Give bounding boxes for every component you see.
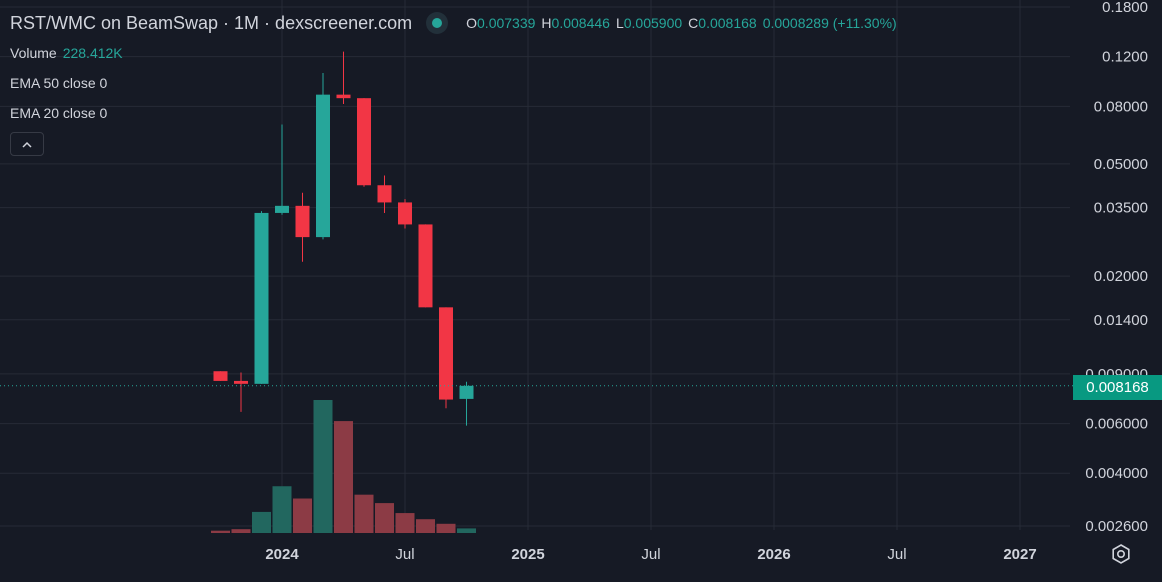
volume-bar <box>457 528 476 533</box>
low-label: L <box>615 15 624 31</box>
volume-bar <box>436 523 456 533</box>
y-tick-label: 0.03500 <box>1094 200 1148 217</box>
y-tick-label: 0.002600 <box>1085 518 1148 535</box>
volume-bar <box>211 530 230 533</box>
y-tick-label: 0.004000 <box>1085 465 1148 482</box>
candle <box>357 98 371 187</box>
eye-dot-icon[interactable] <box>426 12 449 34</box>
y-tick-label: 0.05000 <box>1094 156 1148 173</box>
volume-bar <box>354 494 374 533</box>
candle-body <box>439 307 453 400</box>
chart-legend: RST/WMC on BeamSwap · 1M · dexscreener.c… <box>10 8 897 156</box>
low-value: 0.005900 <box>623 15 683 31</box>
x-tick-label: 2027 <box>1003 546 1036 563</box>
x-tick-label: 2026 <box>757 546 790 563</box>
candlesticks <box>213 51 474 426</box>
volume-bar <box>293 498 312 533</box>
candle <box>254 211 269 384</box>
close-value: 0.008168 <box>698 15 757 31</box>
chart-grid <box>0 0 1070 530</box>
volume-bar <box>231 529 251 533</box>
y-tick-label: 0.01400 <box>1094 312 1148 329</box>
x-tick-label: Jul <box>641 546 660 563</box>
candle <box>336 51 351 105</box>
open-value: 0.007339 <box>477 15 536 31</box>
candle-body <box>418 224 433 308</box>
x-tick-label: Jul <box>887 546 906 563</box>
x-tick-label: 2025 <box>511 546 544 563</box>
volume-bar <box>375 503 394 533</box>
candle-body <box>336 94 351 99</box>
ema20-indicator[interactable]: EMA 20 close 0 <box>10 98 897 128</box>
time-axis[interactable]: 2024 Jul 2025 Jul 2026 Jul 2027 <box>265 546 1036 563</box>
candle <box>439 307 453 409</box>
candle-body <box>275 205 289 213</box>
chart-title: RST/WMC on BeamSwap · 1M · dexscreener.c… <box>10 12 413 33</box>
volume-bar <box>416 519 435 533</box>
candle-body <box>254 212 269 384</box>
gear-icon[interactable] <box>1110 543 1132 565</box>
candle <box>213 371 228 381</box>
candle <box>295 192 310 262</box>
ema20-label: EMA 20 close 0 <box>10 105 108 121</box>
chevron-up-icon <box>22 141 32 148</box>
candle-body <box>213 371 228 381</box>
x-tick-label: 2024 <box>265 546 299 563</box>
x-tick-label: Jul <box>395 546 414 563</box>
candle-body <box>234 380 248 384</box>
y-tick-label: 0.006000 <box>1085 416 1148 433</box>
candle <box>275 124 289 215</box>
candle <box>398 199 412 229</box>
candle-body <box>316 94 330 238</box>
candle-body <box>295 205 310 238</box>
high-value: 0.008446 <box>551 15 610 31</box>
candle <box>418 224 433 308</box>
volume-bar <box>395 513 415 533</box>
volume-bar <box>334 421 353 533</box>
candle-body <box>357 98 371 186</box>
ema50-indicator[interactable]: EMA 50 close 0 <box>10 68 897 98</box>
y-tick-label: 0.1800 <box>1102 0 1148 16</box>
y-tick-label: 0.1200 <box>1102 49 1148 66</box>
candle <box>234 372 248 412</box>
volume-bar <box>272 486 292 533</box>
candle <box>316 73 330 240</box>
close-label: C <box>688 15 699 31</box>
candle <box>377 175 392 213</box>
collapse-legend-button[interactable] <box>10 132 44 156</box>
ema50-label: EMA 50 close 0 <box>10 75 108 91</box>
volume-bars <box>211 400 476 533</box>
candle-body <box>377 185 392 203</box>
price-axis[interactable]: 0.1800 0.1200 0.08000 0.05000 0.03500 0.02000… <box>1085 0 1148 535</box>
y-tick-label: 0.08000 <box>1094 98 1148 115</box>
volume-bar <box>252 511 271 533</box>
high-label: H <box>541 15 552 31</box>
ohlc-values: O0.007339 H0.008446 L0.005900 C0.008168 … <box>466 15 897 31</box>
open-label: O <box>466 15 478 31</box>
current-price-tag: 0.008168 <box>1073 375 1162 400</box>
volume-bar <box>313 400 333 533</box>
candle <box>459 381 474 426</box>
candle-body <box>398 202 412 225</box>
volume-value: 228.412K <box>62 45 123 61</box>
volume-label: Volume <box>10 45 57 61</box>
change-value: 0.0008289 (+11.30%) <box>762 15 897 31</box>
volume-indicator[interactable]: Volume 228.412K <box>10 38 897 68</box>
candle-body <box>459 385 474 399</box>
y-tick-label: 0.02000 <box>1094 268 1148 285</box>
